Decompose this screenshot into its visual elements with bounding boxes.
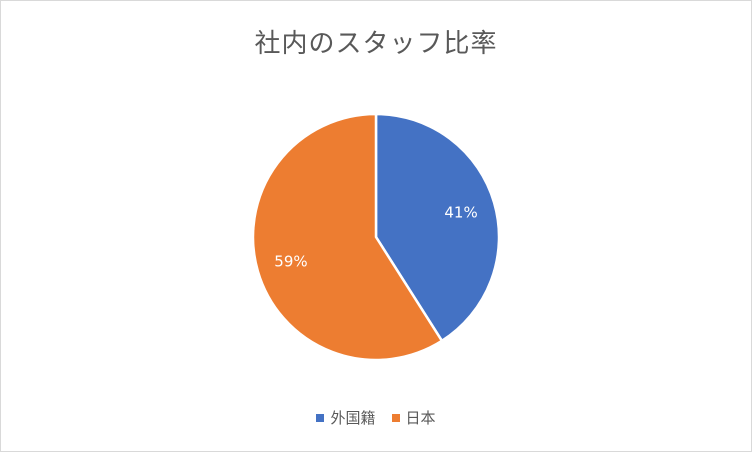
legend: 外国籍 日本	[1, 407, 751, 428]
legend-item-japan: 日本	[391, 407, 436, 428]
legend-label-japan: 日本	[405, 409, 436, 427]
pie-slice-japan	[251, 112, 444, 362]
legend-swatch-foreign	[316, 413, 325, 422]
legend-item-foreign: 外国籍	[316, 407, 376, 428]
data-label-japan: 59%	[274, 253, 307, 271]
data-label-foreign: 41%	[444, 203, 477, 221]
chart-title: 社内のスタッフ比率	[254, 29, 498, 59]
legend-label-foreign: 外国籍	[330, 409, 376, 427]
legend-swatch-japan	[391, 413, 400, 422]
